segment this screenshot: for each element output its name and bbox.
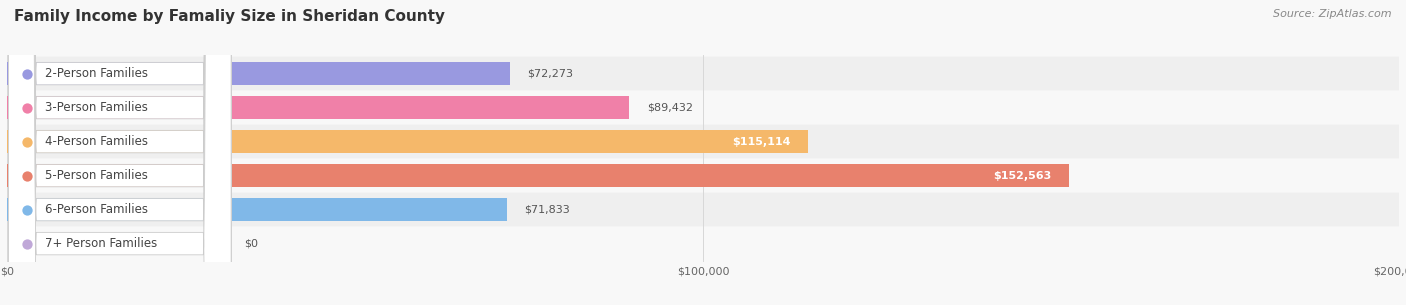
- Text: 4-Person Families: 4-Person Families: [45, 135, 148, 148]
- Text: $72,273: $72,273: [527, 69, 574, 79]
- Point: [15, 105, 38, 110]
- Text: 3-Person Families: 3-Person Families: [45, 101, 148, 114]
- Text: 5-Person Families: 5-Person Families: [45, 169, 148, 182]
- Text: $115,114: $115,114: [733, 137, 790, 147]
- FancyBboxPatch shape: [7, 57, 1399, 91]
- FancyBboxPatch shape: [8, 0, 231, 305]
- FancyBboxPatch shape: [8, 0, 231, 305]
- Point: [15, 139, 38, 144]
- Bar: [7, 62, 510, 85]
- Text: $152,563: $152,563: [993, 170, 1052, 181]
- Bar: [7, 198, 508, 221]
- Text: 6-Person Families: 6-Person Families: [45, 203, 148, 216]
- FancyBboxPatch shape: [7, 125, 1399, 159]
- FancyBboxPatch shape: [8, 0, 231, 305]
- Text: $0: $0: [243, 239, 257, 249]
- FancyBboxPatch shape: [7, 91, 1399, 125]
- Point: [15, 71, 38, 76]
- Point: [15, 207, 38, 212]
- Text: $71,833: $71,833: [524, 205, 569, 215]
- FancyBboxPatch shape: [8, 0, 231, 305]
- FancyBboxPatch shape: [7, 227, 1399, 260]
- Bar: [7, 96, 630, 119]
- Text: Family Income by Famaliy Size in Sheridan County: Family Income by Famaliy Size in Sherida…: [14, 9, 446, 24]
- Point: [15, 173, 38, 178]
- FancyBboxPatch shape: [8, 0, 231, 305]
- Text: Source: ZipAtlas.com: Source: ZipAtlas.com: [1274, 9, 1392, 19]
- Bar: [7, 130, 808, 153]
- Text: 2-Person Families: 2-Person Families: [45, 67, 148, 80]
- Bar: [7, 164, 1069, 187]
- FancyBboxPatch shape: [8, 0, 231, 305]
- FancyBboxPatch shape: [7, 159, 1399, 192]
- Point: [15, 241, 38, 246]
- FancyBboxPatch shape: [7, 192, 1399, 227]
- Text: 7+ Person Families: 7+ Person Families: [45, 237, 157, 250]
- Text: $89,432: $89,432: [647, 102, 693, 113]
